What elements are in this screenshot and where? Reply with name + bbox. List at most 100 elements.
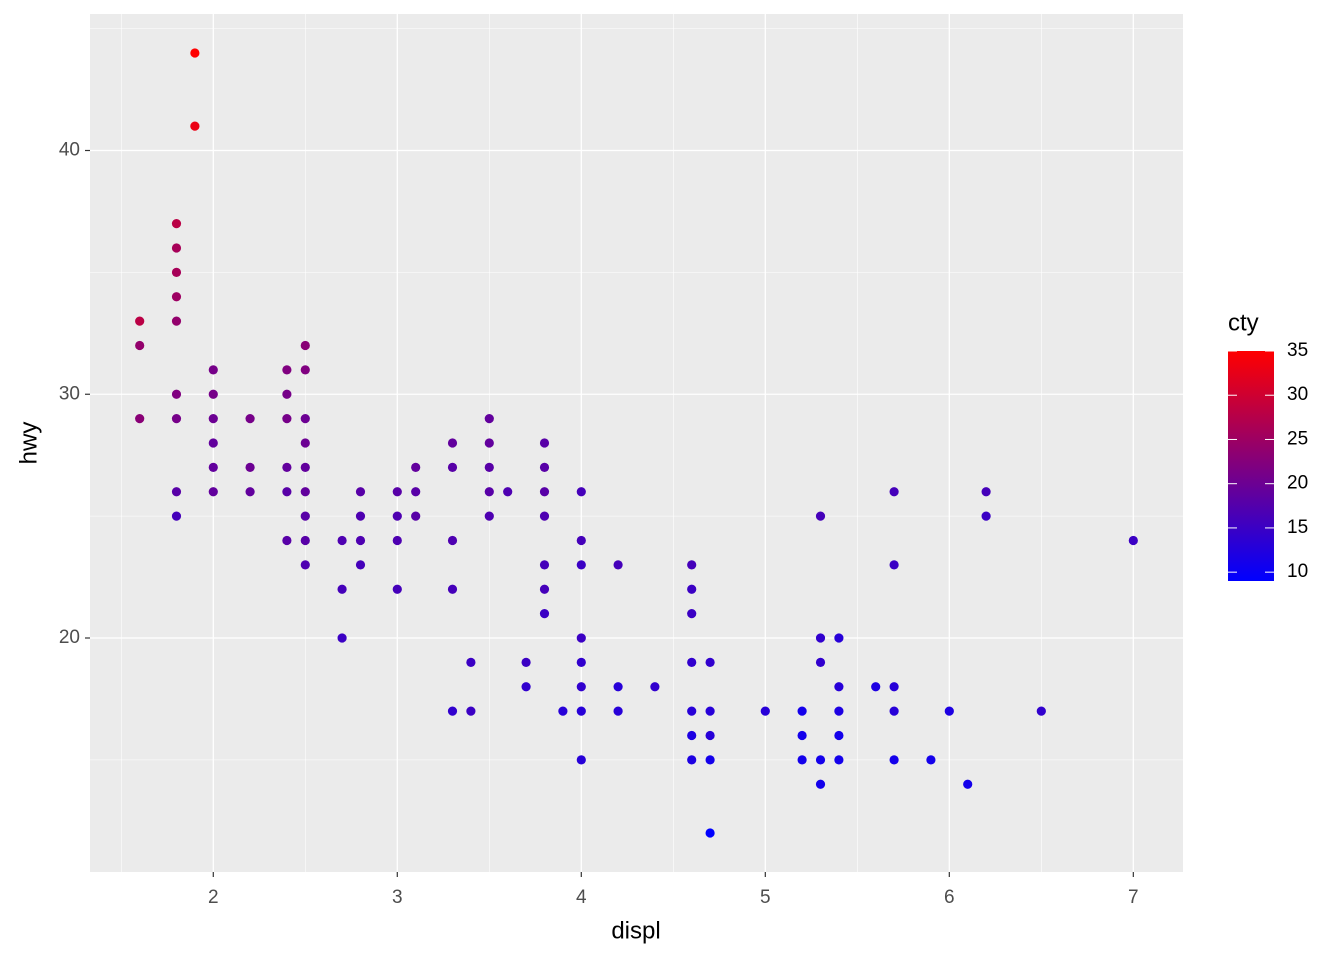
y-tick-label: 20 — [59, 627, 80, 648]
point — [539, 462, 550, 472]
point — [613, 560, 623, 570]
colorbar-label: 15 — [1287, 517, 1308, 538]
point — [539, 609, 550, 619]
point — [135, 316, 145, 326]
point — [208, 389, 218, 399]
point — [392, 584, 402, 594]
point — [944, 706, 954, 716]
point — [484, 487, 494, 497]
point — [337, 535, 347, 546]
point — [337, 584, 347, 594]
point — [190, 48, 200, 58]
point — [834, 730, 844, 741]
point — [355, 487, 366, 497]
x-tick-label: 4 — [576, 887, 587, 908]
point — [1036, 706, 1046, 716]
point — [613, 682, 623, 692]
point — [171, 267, 182, 277]
point — [355, 535, 366, 546]
point — [815, 633, 826, 643]
point — [484, 462, 494, 472]
point — [576, 535, 586, 546]
point — [447, 462, 458, 472]
point — [705, 755, 715, 765]
point — [484, 511, 494, 521]
point — [208, 438, 218, 448]
point — [300, 511, 310, 521]
point — [981, 511, 991, 521]
point — [834, 706, 844, 716]
point — [576, 755, 586, 765]
point — [282, 414, 292, 424]
point — [245, 462, 255, 472]
point — [539, 511, 550, 521]
point — [135, 340, 145, 351]
point — [208, 414, 218, 424]
point — [889, 682, 899, 692]
point — [282, 462, 292, 472]
point — [539, 584, 550, 594]
colorbar-label: 20 — [1287, 473, 1308, 494]
x-tick-label: 3 — [392, 887, 403, 908]
point — [171, 487, 182, 497]
point — [171, 389, 182, 399]
point — [392, 487, 402, 497]
point — [171, 243, 182, 253]
point — [337, 633, 347, 643]
point — [190, 121, 200, 131]
point — [539, 560, 550, 570]
point — [539, 438, 550, 448]
point — [815, 755, 826, 765]
point — [871, 682, 881, 692]
point — [558, 706, 568, 716]
point — [576, 682, 586, 692]
point — [392, 535, 402, 546]
point — [889, 755, 899, 765]
point — [981, 487, 991, 497]
point — [171, 219, 182, 229]
colorbar-label: 25 — [1287, 428, 1308, 449]
x-tick-label: 7 — [1128, 887, 1139, 908]
point — [521, 657, 531, 667]
colorbar-label: 30 — [1287, 384, 1308, 405]
point — [760, 706, 770, 716]
point — [466, 657, 476, 667]
colorbar-label: 35 — [1287, 340, 1308, 361]
point — [300, 414, 310, 424]
point — [300, 340, 310, 351]
point — [282, 389, 292, 399]
point — [576, 633, 586, 643]
point — [687, 560, 697, 570]
point — [889, 487, 899, 497]
point — [687, 657, 697, 667]
point — [963, 779, 973, 789]
x-tick-label: 5 — [760, 887, 771, 908]
point — [447, 706, 458, 716]
point — [576, 487, 586, 497]
y-axis-title: hwy — [15, 422, 42, 465]
point — [576, 706, 586, 716]
point — [1128, 535, 1138, 546]
point — [208, 487, 218, 497]
point — [208, 365, 218, 375]
point — [411, 487, 421, 497]
point — [834, 682, 844, 692]
point — [300, 560, 310, 570]
point — [300, 487, 310, 497]
point — [687, 584, 697, 594]
point — [687, 609, 697, 619]
panel — [90, 14, 1183, 872]
point — [484, 414, 494, 424]
point — [282, 535, 292, 546]
point — [447, 438, 458, 448]
x-tick-label: 6 — [944, 887, 955, 908]
y-tick-label: 40 — [59, 140, 80, 161]
point — [797, 755, 807, 765]
point — [300, 535, 310, 546]
point — [411, 462, 421, 472]
point — [282, 365, 292, 375]
point — [466, 706, 476, 716]
point — [208, 462, 218, 472]
point — [926, 755, 936, 765]
